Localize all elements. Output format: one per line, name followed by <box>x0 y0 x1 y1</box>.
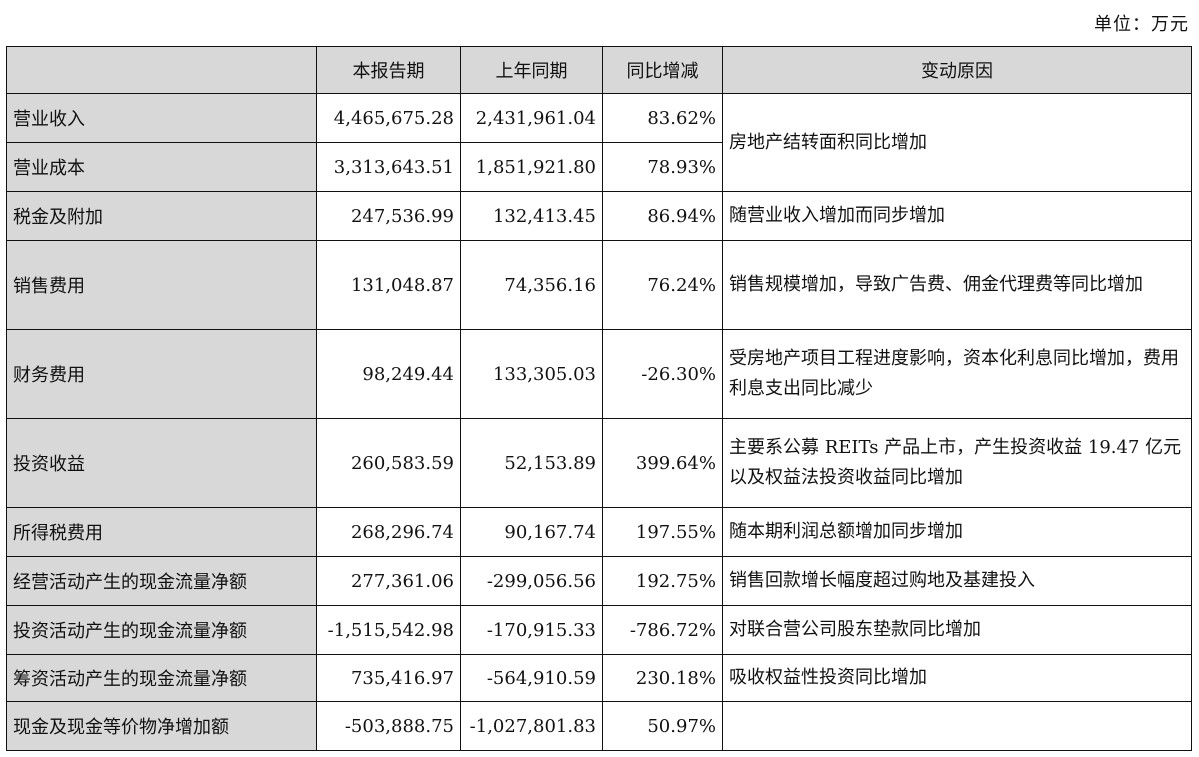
header-change-reason: 变动原因 <box>722 46 1192 94</box>
table-row: 现金及现金等价物净增加额 -503,888.75 -1,027,801.83 5… <box>6 701 1192 751</box>
row-current: 247,536.99 <box>316 191 461 241</box>
header-current-period: 本报告期 <box>316 46 461 94</box>
row-previous: -170,915.33 <box>460 605 603 655</box>
table-row: 营业收入 4,465,675.28 2,431,961.04 83.62% 房地… <box>6 93 1192 192</box>
row-current: -1,515,542.98 <box>316 605 461 655</box>
table-row: 所得税费用 268,296.74 90,167.74 197.55% 随本期利润… <box>6 507 1192 557</box>
row-reason: 房地产结转面积同比增加 <box>722 93 1192 192</box>
row-change: 76.24% <box>602 240 723 330</box>
table-row: 经营活动产生的现金流量净额 277,361.06 -299,056.56 192… <box>6 556 1192 606</box>
row-current: 98,249.44 <box>316 329 461 419</box>
row-item: 投资收益 <box>6 418 317 508</box>
row-reason <box>722 701 1192 751</box>
row-current: 131,048.87 <box>316 240 461 330</box>
table-row: 财务费用 98,249.44 133,305.03 -26.30% 受房地产项目… <box>6 329 1192 419</box>
row-change: 399.64% <box>602 418 723 508</box>
row-reason: 受房地产项目工程进度影响，资本化利息同比增加，费用利息支出同比减少 <box>722 329 1192 419</box>
row-current: 277,361.06 <box>316 556 461 606</box>
unit-label: 单位：万元 <box>1094 14 1189 35</box>
row-item: 经营活动产生的现金流量净额 <box>6 556 317 606</box>
row-previous: -299,056.56 <box>460 556 603 606</box>
row-current: 735,416.97 <box>316 654 461 702</box>
row-reason: 对联合营公司股东垫款同比增加 <box>722 605 1192 655</box>
row-change: -26.30% <box>602 329 723 419</box>
row-previous: 74,356.16 <box>460 240 603 330</box>
row-current: -503,888.75 <box>316 701 461 751</box>
table-header-row: 本报告期 上年同期 同比增减 变动原因 <box>6 46 1192 94</box>
table-row: 筹资活动产生的现金流量净额 735,416.97 -564,910.59 230… <box>6 654 1192 702</box>
row-previous: 133,305.03 <box>460 329 603 419</box>
row-reason: 随营业收入增加而同步增加 <box>722 191 1192 241</box>
row-item: 现金及现金等价物净增加额 <box>6 701 317 751</box>
row-item: 财务费用 <box>6 329 317 419</box>
table-row: 投资活动产生的现金流量净额 -1,515,542.98 -170,915.33 … <box>6 605 1192 655</box>
row-reason: 随本期利润总额增加同步增加 <box>722 507 1192 557</box>
row-change: 192.75% <box>602 556 723 606</box>
row-previous: -564,910.59 <box>460 654 603 702</box>
row-change: 78.93% <box>602 142 723 192</box>
row-change: 86.94% <box>602 191 723 241</box>
row-item: 营业收入 <box>6 93 317 143</box>
row-previous: 1,851,921.80 <box>460 142 603 192</box>
row-reason: 销售回款增长幅度超过购地及基建投入 <box>722 556 1192 606</box>
row-change: 50.97% <box>602 701 723 751</box>
row-previous: 132,413.45 <box>460 191 603 241</box>
row-reason: 吸收权益性投资同比增加 <box>722 654 1192 702</box>
row-reason: 销售规模增加，导致广告费、佣金代理费等同比增加 <box>722 240 1192 330</box>
row-current: 4,465,675.28 <box>316 93 461 143</box>
row-previous: -1,027,801.83 <box>460 701 603 751</box>
row-previous: 52,153.89 <box>460 418 603 508</box>
header-previous-period: 上年同期 <box>460 46 603 94</box>
row-current: 268,296.74 <box>316 507 461 557</box>
row-change: 197.55% <box>602 507 723 557</box>
row-previous: 2,431,961.04 <box>460 93 603 143</box>
row-item: 所得税费用 <box>6 507 317 557</box>
table-row: 税金及附加 247,536.99 132,413.45 86.94% 随营业收入… <box>6 191 1192 241</box>
table-row: 销售费用 131,048.87 74,356.16 76.24% 销售规模增加，… <box>6 240 1192 330</box>
row-current: 3,313,643.51 <box>316 142 461 192</box>
row-item: 筹资活动产生的现金流量净额 <box>6 654 317 702</box>
table-row: 营业成本 3,313,643.51 1,851,921.80 78.93% <box>6 142 1192 192</box>
row-item: 销售费用 <box>6 240 317 330</box>
row-previous: 90,167.74 <box>460 507 603 557</box>
row-current: 260,583.59 <box>316 418 461 508</box>
financial-change-table: 本报告期 上年同期 同比增减 变动原因 营业收入 4,465,675.28 2,… <box>6 46 1192 751</box>
row-item: 投资活动产生的现金流量净额 <box>6 605 317 655</box>
table-row: 投资收益 260,583.59 52,153.89 399.64% 主要系公募 … <box>6 418 1192 508</box>
row-change: 83.62% <box>602 93 723 143</box>
header-yoy-change: 同比增减 <box>602 46 723 94</box>
row-item: 营业成本 <box>6 142 317 192</box>
row-change: 230.18% <box>602 654 723 702</box>
row-item: 税金及附加 <box>6 191 317 241</box>
row-reason: 主要系公募 REITs 产品上市，产生投资收益 19.47 亿元以及权益法投资收… <box>722 418 1192 508</box>
header-item <box>6 46 317 94</box>
row-change: -786.72% <box>602 605 723 655</box>
